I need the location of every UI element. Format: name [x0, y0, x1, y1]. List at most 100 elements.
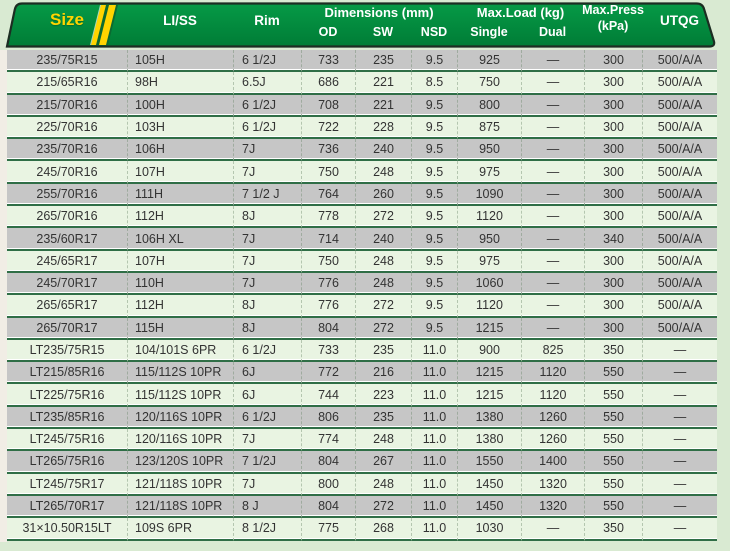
cell-dual: —: [521, 72, 584, 95]
cell-sw: 221: [355, 94, 411, 117]
cell-single: 950: [457, 139, 521, 162]
cell-nsd: 11.0: [411, 495, 457, 519]
cell-rim: 7 1/2 J: [233, 183, 301, 207]
cell-sw: 272: [355, 295, 411, 318]
cell-rim: 6 1/2J: [233, 339, 301, 363]
cell-size: LT235/75R15: [7, 339, 127, 363]
cell-nsd: 9.5: [411, 317, 457, 340]
cell-single: 925: [457, 50, 521, 73]
table-row: LT245/75R16 120/116S 10PR 7J 774 248 11.0 1380…: [7, 429, 717, 452]
cell-sw: 248: [355, 429, 411, 452]
cell-size: 265/65R17: [7, 295, 127, 318]
cell-sw: 235: [355, 339, 411, 363]
cell-nsd: 11.0: [411, 362, 457, 385]
cell-max-press: 300: [584, 317, 642, 340]
cell-utqg: 500/A/A: [642, 295, 717, 318]
cell-dual: —: [521, 161, 584, 184]
cell-nsd: 9.5: [411, 250, 457, 273]
cell-rim: 6J: [233, 384, 301, 407]
cell-od: 776: [301, 295, 355, 318]
cell-utqg: 500/A/A: [642, 228, 717, 251]
cell-sw: 268: [355, 518, 411, 541]
cell-max-press: 550: [584, 406, 642, 430]
cell-rim: 6J: [233, 362, 301, 385]
column-group-max-load: Max.Load (kg) Single Dual: [457, 3, 584, 47]
cell-single: 1550: [457, 451, 521, 474]
cell-li-ss: 115/112S 10PR: [127, 362, 233, 385]
cell-od: 733: [301, 50, 355, 73]
column-header-size: Size: [7, 3, 127, 47]
cell-dual: —: [521, 116, 584, 140]
cell-size: 255/70R16: [7, 183, 127, 207]
table-row: 235/75R15 105H 6 1/2J 733 235 9.5 925—300 500/A…: [7, 50, 717, 73]
cell-od: 750: [301, 250, 355, 273]
cell-od: 774: [301, 429, 355, 452]
cell-od: 736: [301, 139, 355, 162]
cell-sw: 240: [355, 228, 411, 251]
cell-od: 804: [301, 451, 355, 474]
cell-dual: 1320: [521, 473, 584, 496]
column-header-nsd: NSD: [420, 25, 448, 39]
cell-dual: —: [521, 139, 584, 162]
cell-rim: 6 1/2J: [233, 50, 301, 73]
table-row: 235/60R17 106H XL 7J 714 240 9.5 950—340 500/A/…: [7, 228, 717, 251]
cell-dual: —: [521, 317, 584, 340]
cell-rim: 8J: [233, 317, 301, 340]
cell-size: 215/65R16: [7, 72, 127, 95]
cell-od: 776: [301, 272, 355, 296]
cell-od: 733: [301, 339, 355, 363]
cell-sw: 240: [355, 139, 411, 162]
cell-li-ss: 103H: [127, 116, 233, 140]
table-row: 265/65R17 112H 8J 776 272 9.5 1120—300 500/A/A: [7, 295, 717, 318]
cell-max-press: 350: [584, 518, 642, 541]
cell-li-ss: 104/101S 6PR: [127, 339, 233, 363]
cell-size: LT265/70R17: [7, 495, 127, 519]
cell-single: 975: [457, 161, 521, 184]
cell-utqg: —: [642, 495, 717, 519]
cell-max-press: 550: [584, 429, 642, 452]
cell-max-press: 550: [584, 451, 642, 474]
cell-max-press: 300: [584, 183, 642, 207]
cell-single: 1215: [457, 384, 521, 407]
cell-dual: —: [521, 250, 584, 273]
cell-od: 772: [301, 362, 355, 385]
cell-nsd: 8.5: [411, 72, 457, 95]
cell-dual: 1120: [521, 384, 584, 407]
cell-sw: 221: [355, 72, 411, 95]
table-row: 255/70R16 111H 7 1/2 J 764 260 9.5 1090—300 500…: [7, 183, 717, 207]
table-row: LT245/75R17 121/118S 10PR 7J 800 248 11.0 1450…: [7, 473, 717, 496]
cell-nsd: 11.0: [411, 406, 457, 430]
cell-max-press: 300: [584, 116, 642, 140]
cell-size: 245/70R16: [7, 161, 127, 184]
cell-utqg: 500/A/A: [642, 183, 717, 207]
cell-single: 1060: [457, 272, 521, 296]
cell-rim: 8 J: [233, 495, 301, 519]
utqg-header-label: UTQG: [660, 12, 699, 28]
table-row: 31×10.50R15LT 109S 6PR 8 1/2J 775 268 11.0 103…: [7, 518, 717, 541]
cell-od: 778: [301, 206, 355, 229]
cell-size: LT245/75R16: [7, 429, 127, 452]
cell-li-ss: 111H: [127, 183, 233, 207]
table-row: 215/70R16 100H 6 1/2J 708 221 9.5 800—300 500/A…: [7, 94, 717, 117]
cell-utqg: 500/A/A: [642, 94, 717, 117]
cell-size: LT225/75R16: [7, 384, 127, 407]
cell-nsd: 9.5: [411, 50, 457, 73]
table-row: LT235/85R16 120/116S 10PR 6 1/2J 806 235 11.0…: [7, 406, 717, 430]
cell-rim: 8J: [233, 295, 301, 318]
table-row: 235/70R16 106H 7J 736 240 9.5 950—300 500/A/A: [7, 139, 717, 162]
cell-rim: 7J: [233, 161, 301, 184]
cell-dual: —: [521, 518, 584, 541]
cell-max-press: 300: [584, 72, 642, 95]
cell-rim: 7J: [233, 429, 301, 452]
cell-dual: —: [521, 50, 584, 73]
cell-nsd: 9.5: [411, 183, 457, 207]
cell-rim: 7J: [233, 473, 301, 496]
cell-size: 31×10.50R15LT: [7, 518, 127, 541]
cell-sw: 248: [355, 272, 411, 296]
cell-single: 1380: [457, 406, 521, 430]
cell-nsd: 9.5: [411, 295, 457, 318]
size-header-label: Size: [49, 10, 85, 29]
cell-max-press: 300: [584, 295, 642, 318]
column-header-single: Single: [470, 25, 508, 39]
cell-size: 265/70R17: [7, 317, 127, 340]
